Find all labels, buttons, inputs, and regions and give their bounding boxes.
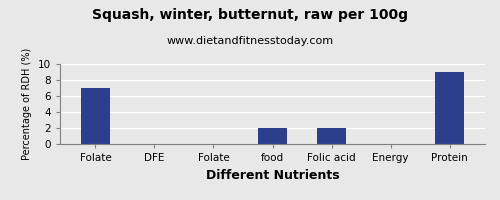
X-axis label: Different Nutrients: Different Nutrients [206, 169, 340, 182]
Bar [258, 128, 288, 144]
Bar [435, 72, 464, 144]
Bar [317, 128, 346, 144]
Bar [80, 88, 110, 144]
Text: www.dietandfitnesstoday.com: www.dietandfitnesstoday.com [166, 36, 334, 46]
Y-axis label: Percentage of RDH (%): Percentage of RDH (%) [22, 48, 32, 160]
Text: Squash, winter, butternut, raw per 100g: Squash, winter, butternut, raw per 100g [92, 8, 408, 22]
